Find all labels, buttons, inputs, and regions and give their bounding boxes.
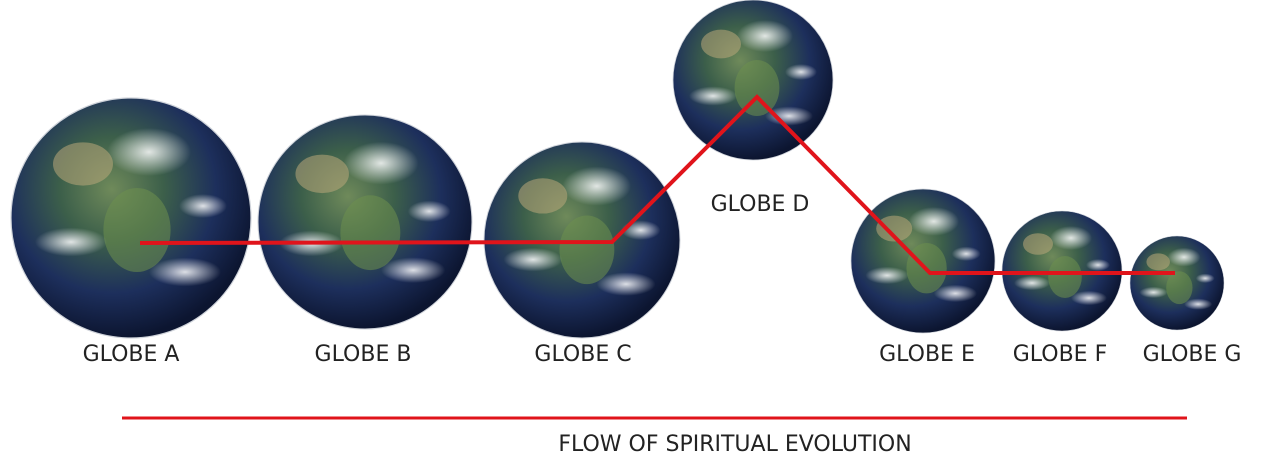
globe-label: GLOBE C [534, 342, 631, 367]
globe-d [673, 0, 833, 160]
globe-label: GLOBE G [1143, 342, 1242, 367]
globe-label: GLOBE B [315, 342, 412, 367]
globe-a [11, 98, 251, 338]
caption: FLOW OF SPIRITUAL EVOLUTION [558, 432, 911, 457]
globe-label: GLOBE F [1013, 342, 1107, 367]
globe-label: GLOBE A [83, 342, 180, 367]
globes [11, 0, 1224, 338]
globe-c [484, 142, 680, 338]
globe-e [851, 189, 995, 333]
globe-g [1130, 236, 1224, 330]
globe-label: GLOBE D [711, 192, 810, 217]
diagram: GLOBE A GLOBE B GLOBE C GLOBE D GLOBE E … [0, 0, 1271, 460]
globe-label: GLOBE E [879, 342, 975, 367]
globe-b [258, 115, 472, 329]
